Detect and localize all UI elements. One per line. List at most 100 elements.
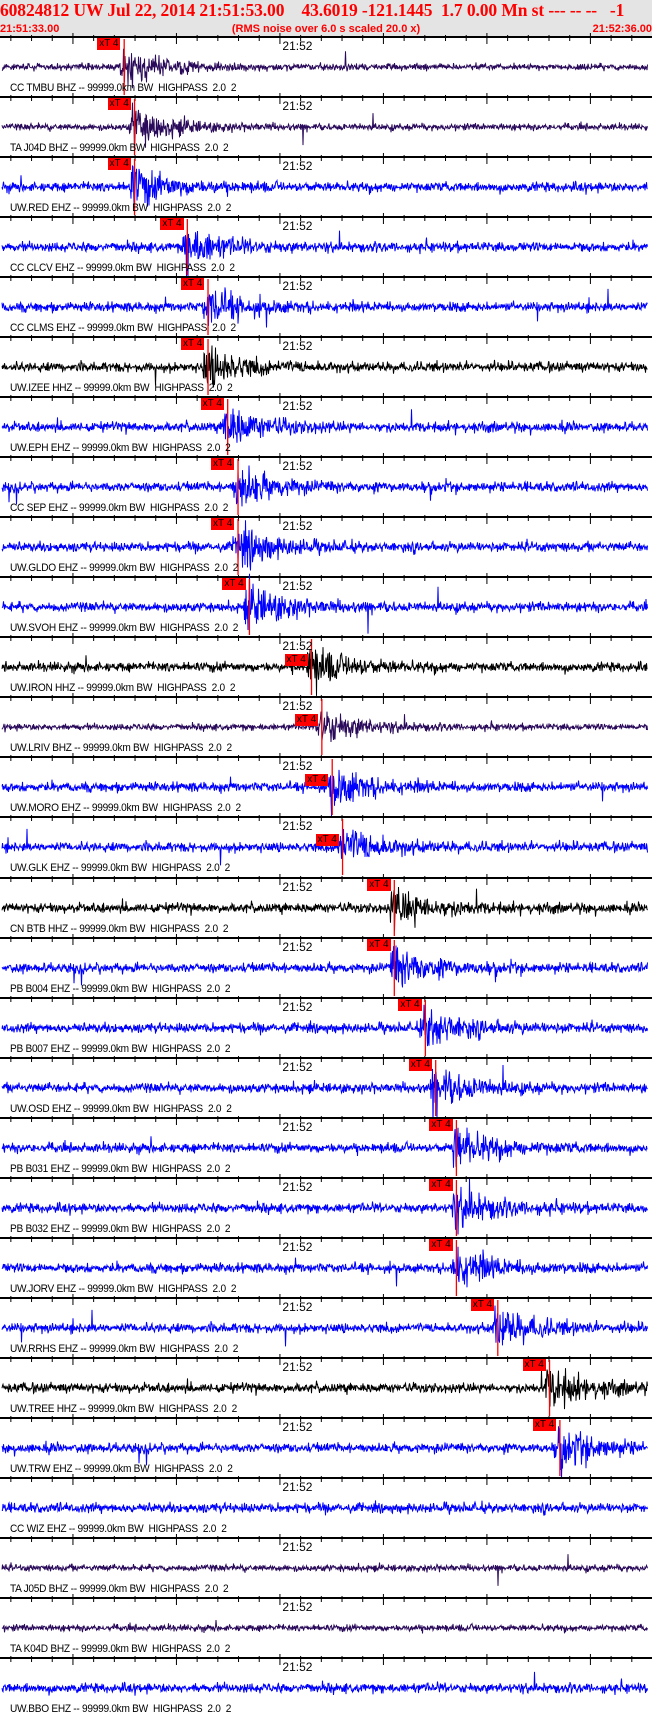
trace-14 [0,874,652,937]
pick-marker[interactable]: xT 4 [367,879,391,891]
time-tick-label: 21:52 [282,159,313,173]
trace-23 [0,1414,652,1479]
time-tick-label: 21:52 [282,519,313,533]
time-tick-label: 21:52 [282,639,313,653]
trace-17 [0,1054,652,1129]
station-label: PB B007 EHZ -- 99999.0km BW HIGHPASS 2.0… [10,1043,231,1055]
time-tick-label: 21:52 [282,1360,313,1374]
waveform [1,465,648,507]
trace-15 [0,934,652,997]
waveform [1,1004,648,1047]
station-label: UW.SVOH EHZ -- 99999.0km BW HIGHPASS 2.0… [10,622,239,634]
pick-marker[interactable]: xT 4 [160,218,184,230]
pick-marker[interactable]: xT 4 [211,518,235,530]
pick-marker[interactable]: xT 4 [367,939,391,951]
pick-marker[interactable]: xT 4 [305,774,329,786]
station-label: UW.GLDO EHZ -- 99999.0km BW HIGHPASS 2.0… [10,562,239,574]
pick-marker[interactable]: xT 4 [181,278,205,290]
pick-marker[interactable]: xT 4 [398,999,422,1011]
pick-marker[interactable]: xT 4 [429,1119,453,1131]
trace-4 [0,273,652,336]
waveform [1,573,648,634]
trace-21 [0,1294,652,1357]
pick-marker[interactable]: xT 4 [532,1419,557,1431]
pick-marker[interactable]: xT 4 [429,1239,453,1251]
time-tick-label: 21:52 [282,1060,313,1074]
pick-marker[interactable]: xT 4 [107,98,131,110]
trace-19 [0,1174,652,1237]
trace-18 [0,1114,652,1177]
pick-marker[interactable]: xT 4 [211,458,235,470]
trace-12 [0,753,652,817]
station-label: CN BTB HHZ -- 99999.0km BW HIGHPASS 2.0 … [10,923,229,935]
station-label: UW.RRHS EHZ -- 99999.0km BW HIGHPASS 2.0… [10,1343,239,1355]
waveform [1,345,648,388]
trace-13 [0,813,652,876]
pick-marker[interactable]: xT 4 [408,1059,432,1071]
pick-marker[interactable]: xT 4 [200,398,224,410]
waveform [1,102,648,151]
time-tick-label: 21:52 [282,1540,313,1554]
waveform [1,769,648,817]
station-label: TA J04D BHZ -- 99999.0km BW HIGHPASS 2.0… [10,142,229,154]
waveform [1,886,648,931]
trace-1 [0,93,652,156]
station-label: UW.TREE HHZ -- 99999.0km BW HIGHPASS 2.0… [10,1403,237,1415]
pick-marker[interactable]: xT 4 [315,834,339,846]
waveform [1,1305,648,1347]
station-label: TA K04D BHZ -- 99999.0km BW HIGHPASS 2.0… [10,1643,231,1655]
waveform [1,1178,648,1235]
time-tick-label: 21:52 [282,1180,313,1194]
waveform [1,1127,648,1168]
station-label: PB B032 EHZ -- 99999.0km BW HIGHPASS 2.0… [10,1223,231,1235]
pick-marker[interactable]: xT 4 [284,654,308,666]
time-tick-label: 21:52 [282,699,313,713]
time-tick-label: 21:52 [282,1000,313,1014]
pick-marker[interactable]: xT 4 [107,158,131,170]
trace-11 [0,693,652,756]
trace-25 [0,1534,652,1586]
station-label: CC CLCV EHZ -- 99999.0km BW HIGHPASS 2.0… [10,262,235,274]
trace-9 [0,573,652,636]
time-tick-label: 21:52 [282,1420,313,1434]
trace-0 [0,33,652,96]
station-label: CC TMBU BHZ -- 99999.0km BW HIGHPASS 2.0… [10,82,237,94]
trace-22 [0,1354,652,1417]
trace-24 [0,1474,652,1516]
station-label: UW.MORO EHZ -- 99999.0km BW HIGHPASS 2.0… [10,802,241,814]
pick-marker[interactable]: xT 4 [222,578,246,590]
station-label: CC CLMS EHZ -- 99999.0km BW HIGHPASS 2.0… [10,322,236,334]
time-tick-label: 21:52 [282,1600,313,1614]
pick-marker[interactable]: xT 4 [522,1359,546,1371]
waveform [1,520,648,571]
pick-marker[interactable]: xT 4 [181,338,205,350]
time-tick-label: 21:52 [282,1660,313,1674]
time-tick-label: 21:52 [282,279,313,293]
time-tick-label: 21:52 [282,399,313,413]
station-label: UW.OSD EHZ -- 99999.0km BW HIGHPASS 2.0 … [10,1103,232,1115]
time-tick-label: 21:52 [282,339,313,353]
pick-marker[interactable]: xT 4 [470,1299,495,1311]
waveform [1,1671,648,1696]
time-tick-label: 21:52 [282,1480,313,1494]
time-tick-label: 21:52 [282,99,313,113]
station-label: PB B004 EHZ -- 99999.0km BW HIGHPASS 2.0… [10,983,231,995]
event-title: 60824812 UW Jul 22, 2014 21:51:53.00 43.… [0,0,625,20]
trace-8 [0,513,652,576]
pick-marker[interactable]: xT 4 [294,714,319,726]
waveform [1,1246,648,1288]
pick-marker[interactable]: xT 4 [97,38,121,50]
trace-26 [0,1594,652,1634]
waveform [1,1500,648,1516]
trace-10 [0,633,652,696]
time-tick-label: 21:52 [282,39,313,53]
waveform [1,408,648,443]
time-tick-label: 21:52 [282,459,313,473]
trace-3 [0,213,652,278]
time-tick-label: 21:52 [282,880,313,894]
pick-marker[interactable]: xT 4 [429,1179,453,1191]
station-label: UW.IRON HHZ -- 99999.0km BW HIGHPASS 2.0… [10,682,236,694]
scaling-note: (RMS noise over 6.0 s scaled 20.0 x) [231,23,421,35]
station-label: CC WIZ EHZ -- 99999.0km BW HIGHPASS 2.0 … [10,1523,227,1535]
